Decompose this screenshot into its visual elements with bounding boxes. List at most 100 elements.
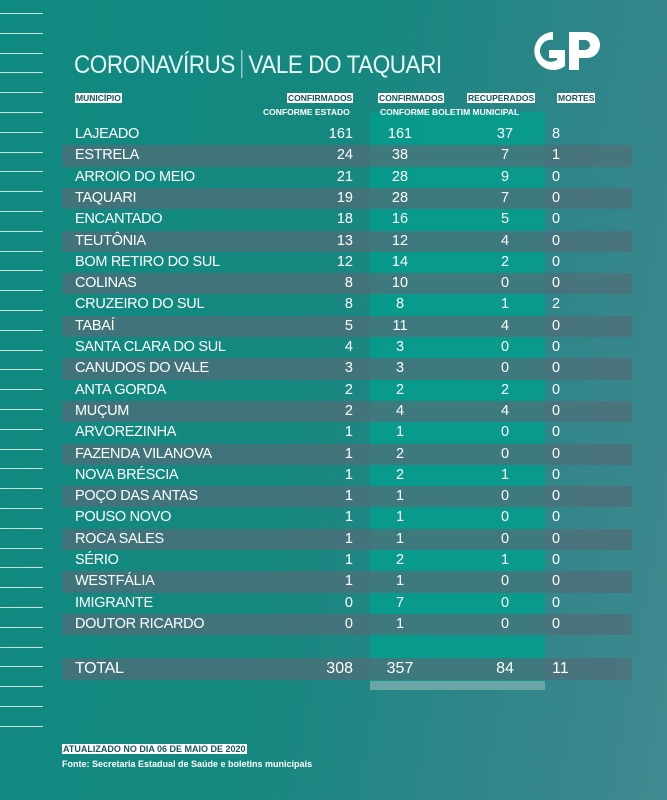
decorative-line: [0, 171, 43, 173]
table-row: POÇO DAS ANTAS 1 1 0 0: [62, 486, 632, 508]
decorative-line: [0, 191, 43, 193]
cell-confirmados-municipal: 2: [395, 552, 405, 568]
table-row: FAZENDA VILANOVA 1 2 0 0: [62, 443, 632, 465]
table-row: NOVA BRÉSCIA 1 2 1 0: [62, 465, 632, 486]
decorative-line: [0, 250, 43, 252]
cell-confirmados-municipal: 1: [395, 615, 405, 632]
cell-confirmados-municipal: 161: [387, 126, 413, 142]
cell-confirmados-estado: 8: [344, 275, 353, 292]
total-confirmados-municipal: 357: [386, 660, 414, 677]
cell-municipio: NOVA BRÉSCIA: [75, 466, 179, 483]
decorative-line: [0, 567, 43, 569]
decorative-line: [0, 607, 43, 608]
cell-recuperados: 0: [500, 445, 510, 462]
cell-municipio: IMIGRANTE: [75, 594, 153, 611]
gp-logo: [534, 32, 600, 70]
page-title: CORONAVÍRUS VALE DO TAQUARI: [74, 50, 442, 80]
cell-recuperados: 1: [500, 466, 510, 483]
decorative-line: [0, 468, 43, 470]
cell-mortes: 0: [552, 552, 561, 568]
cell-confirmados-estado: 1: [344, 466, 353, 483]
decorative-line: [0, 389, 43, 391]
cell-recuperados: 0: [500, 424, 510, 441]
cell-municipio: ANTA GORDA: [75, 381, 166, 398]
cell-confirmados-estado: 4: [344, 339, 353, 355]
title-right: VALE DO TAQUARI: [248, 51, 442, 79]
cell-mortes: 2: [552, 296, 561, 313]
cell-mortes: 0: [552, 168, 561, 185]
header-mortes: MORTES: [557, 93, 596, 103]
cell-confirmados-municipal: 3: [395, 339, 405, 355]
decorative-line: [0, 646, 43, 648]
decorative-line: [0, 230, 43, 232]
decorative-line: [0, 112, 43, 113]
title-left: CORONAVÍRUS: [74, 51, 235, 79]
decorative-line: [0, 151, 43, 153]
cell-confirmados-municipal: 11: [392, 317, 408, 334]
cell-confirmados-municipal: 16: [391, 211, 409, 228]
cell-confirmados-estado: 13: [336, 232, 353, 249]
cell-municipio: POÇO DAS ANTAS: [75, 488, 198, 505]
header-confirmados-municipal: CONFIRMADOS: [378, 93, 445, 103]
cell-municipio: WESTFÁLIA: [75, 573, 155, 590]
cell-confirmados-municipal: 1: [395, 424, 405, 441]
decorative-line: [0, 725, 43, 727]
total-row: TOTAL 308 357 84 11: [62, 658, 632, 680]
table-row: ESTRELA 24 38 7 1: [62, 145, 632, 167]
cell-recuperados: 7: [500, 189, 510, 206]
cell-mortes: 8: [552, 126, 561, 142]
cell-confirmados-estado: 5: [344, 317, 353, 334]
cell-municipio: TABAÍ: [75, 317, 115, 334]
cell-municipio: DOUTOR RICARDO: [75, 615, 205, 632]
cell-recuperados: 1: [500, 552, 510, 568]
cell-municipio: LAJEADO: [75, 126, 139, 142]
decorative-line: [0, 290, 43, 292]
decorative-line: [0, 13, 43, 14]
table-row: DOUTOR RICARDO 0 1 0 0: [62, 613, 632, 636]
cell-municipio: BOM RETIRO DO SUL: [75, 253, 220, 270]
cell-municipio: ARVOREZINHA: [75, 424, 177, 441]
table-row: ROCA SALES 1 1 0 0: [62, 528, 632, 550]
cell-municipio: CANUDOS DO VALE: [75, 360, 209, 377]
cell-municipio: SANTA CLARA DO SUL: [75, 339, 226, 355]
cell-recuperados: 4: [500, 402, 510, 419]
updated-date: ATUALIZADO NO DIA 06 DE MAIO DE 2020: [62, 744, 247, 754]
cell-recuperados: 0: [500, 530, 510, 547]
cell-mortes: 0: [552, 317, 561, 334]
cell-mortes: 0: [552, 573, 561, 590]
cell-mortes: 0: [552, 509, 561, 526]
cell-confirmados-estado: 2: [344, 381, 353, 398]
cell-confirmados-municipal: 2: [395, 466, 405, 483]
cell-confirmados-municipal: 1: [395, 573, 405, 590]
decorative-line: [0, 52, 43, 54]
cell-confirmados-estado: 1: [344, 509, 353, 526]
cell-recuperados: 0: [500, 509, 510, 526]
cell-recuperados: 4: [500, 232, 510, 249]
cell-mortes: 0: [552, 360, 561, 377]
decorative-line: [0, 310, 43, 311]
cell-mortes: 0: [552, 594, 561, 611]
decorative-line: [0, 32, 43, 34]
cell-recuperados: 7: [500, 147, 510, 164]
cell-municipio: COLINAS: [75, 275, 137, 292]
cell-confirmados-estado: 24: [336, 147, 353, 164]
cell-mortes: 0: [552, 466, 561, 483]
cell-recuperados: 0: [500, 573, 510, 590]
total-label: TOTAL: [75, 660, 124, 677]
cell-confirmados-municipal: 1: [395, 509, 405, 526]
table-row: ARVOREZINHA 1 1 0 0: [62, 422, 632, 443]
decorative-line: [0, 409, 43, 410]
total-mortes: 11: [552, 660, 569, 677]
cell-confirmados-municipal: 14: [391, 253, 409, 270]
cell-municipio: POUSO NOVO: [75, 509, 172, 526]
table-row: CANUDOS DO VALE 3 3 0 0: [62, 358, 632, 380]
cell-confirmados-municipal: 28: [391, 189, 409, 206]
table-row: TAQUARI 19 28 7 0: [62, 187, 632, 210]
cell-mortes: 0: [552, 445, 561, 462]
decorative-line: [0, 270, 43, 272]
cell-confirmados-estado: 161: [328, 126, 353, 142]
cell-municipio: ARROIO DO MEIO: [75, 168, 195, 185]
table-row: POUSO NOVO 1 1 0 0: [62, 507, 632, 528]
source-note: Fonte: Secretaria Estadual de Saúde e bo…: [62, 759, 313, 769]
total-confirmados-estado: 308: [326, 660, 353, 677]
